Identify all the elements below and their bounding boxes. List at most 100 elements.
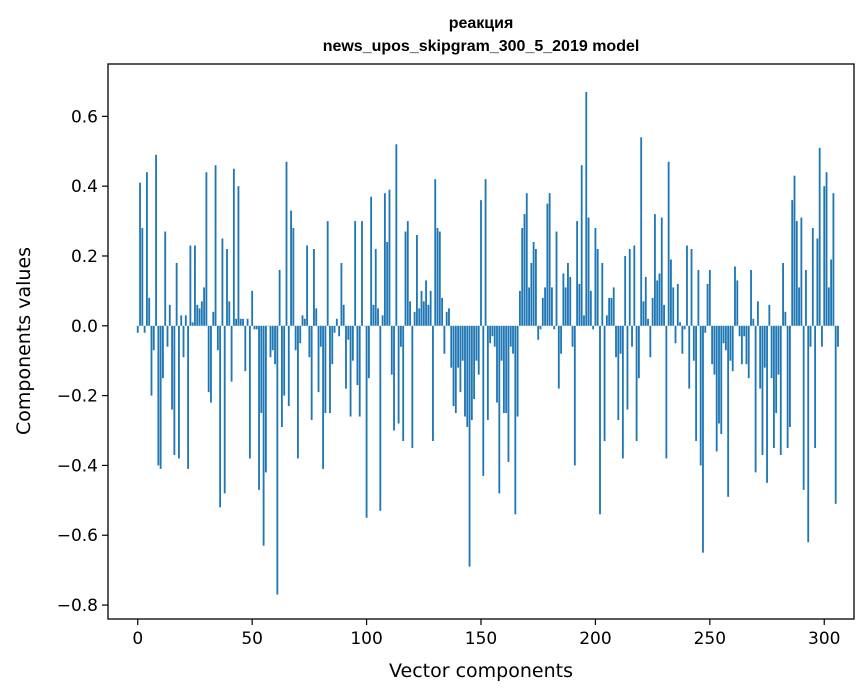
x-axis-label: Vector components	[389, 660, 573, 682]
bar-85	[331, 325, 334, 365]
bar-231	[665, 325, 668, 459]
bar-260	[731, 325, 734, 372]
bar-199	[592, 325, 595, 330]
bar-59	[271, 325, 274, 351]
bar-56	[264, 325, 267, 473]
bar-173	[532, 242, 535, 326]
bar-163	[509, 325, 512, 347]
bar-147	[473, 325, 476, 400]
bar-228	[658, 273, 661, 326]
bar-290	[800, 217, 803, 326]
bar-76	[310, 325, 313, 421]
bar-126	[425, 280, 427, 326]
bar-127	[427, 304, 430, 326]
bar-175	[537, 325, 540, 340]
bar-91	[345, 325, 347, 389]
bar-36	[219, 325, 222, 508]
bar-141	[459, 325, 462, 393]
bar-181	[551, 287, 553, 326]
bar-156	[493, 325, 496, 347]
bar-226	[654, 214, 656, 326]
bar-278	[772, 325, 775, 448]
bar-134	[443, 325, 446, 354]
bar-264	[740, 325, 743, 365]
bar-8	[155, 154, 157, 326]
bar-74	[306, 245, 308, 326]
bar-237	[679, 322, 681, 326]
bar-297	[816, 238, 819, 326]
bar-189	[569, 276, 572, 326]
bar-110	[388, 189, 391, 326]
bar-229	[660, 217, 663, 326]
bar-254	[718, 325, 720, 424]
bar-2	[141, 228, 144, 326]
bar-257	[724, 325, 727, 351]
bar-277	[770, 325, 773, 379]
bar-298	[818, 147, 821, 326]
bar-238	[681, 325, 684, 354]
bar-103	[372, 304, 375, 326]
bar-121	[413, 311, 416, 326]
bar-195	[583, 315, 585, 326]
bar-118	[406, 221, 409, 326]
bar-234	[672, 287, 675, 326]
bar-286	[791, 200, 794, 326]
bar-119	[409, 301, 411, 326]
bar-285	[789, 325, 791, 428]
chart-title: реакция	[449, 15, 514, 32]
bar-273	[761, 325, 764, 455]
bar-3	[143, 325, 146, 333]
bar-269	[752, 318, 755, 326]
bar-304	[832, 193, 835, 326]
bar-48	[246, 318, 249, 326]
bar-24	[191, 322, 194, 326]
bar-209	[615, 325, 617, 358]
bar-17	[175, 262, 178, 326]
bar-161	[505, 325, 508, 414]
bar-81	[322, 325, 325, 469]
bar-217	[633, 245, 636, 326]
bar-95	[354, 221, 357, 326]
bar-287	[793, 175, 796, 326]
bar-280	[777, 325, 780, 375]
bar-159	[500, 325, 503, 361]
bar-94	[351, 325, 354, 361]
bar-193	[578, 283, 581, 326]
x-tick-label: 250	[694, 629, 726, 649]
bar-201	[596, 249, 599, 326]
bar-88	[338, 325, 341, 337]
bar-241	[688, 325, 691, 389]
bar-177	[541, 297, 544, 326]
bar-274	[763, 325, 766, 368]
bar-129	[432, 325, 434, 441]
bar-213	[624, 255, 627, 326]
bar-102	[370, 196, 373, 326]
bar-151	[482, 325, 485, 476]
bar-31	[207, 325, 210, 393]
bar-97	[358, 325, 361, 417]
bar-233	[670, 259, 672, 326]
bar-43	[235, 318, 238, 326]
bar-92	[347, 325, 350, 340]
bar-259	[729, 325, 732, 361]
y-tick-label: −0.4	[57, 456, 98, 476]
bar-240	[686, 245, 688, 326]
bar-272	[759, 325, 762, 389]
bar-160	[502, 325, 505, 414]
bar-302	[827, 287, 830, 326]
bars-group	[136, 91, 839, 595]
bar-83	[326, 221, 329, 326]
bar-58	[269, 325, 272, 358]
bar-210	[617, 325, 620, 421]
bar-236	[676, 283, 679, 326]
bar-198	[589, 290, 592, 326]
bar-77	[313, 249, 315, 326]
bar-135	[445, 311, 448, 326]
bar-185	[560, 325, 563, 354]
bar-149	[477, 325, 480, 375]
x-tick-label: 200	[579, 629, 611, 649]
x-tick-label: 0	[132, 629, 143, 649]
bar-288	[795, 221, 798, 326]
bar-44	[237, 186, 240, 326]
bar-101	[367, 325, 370, 379]
